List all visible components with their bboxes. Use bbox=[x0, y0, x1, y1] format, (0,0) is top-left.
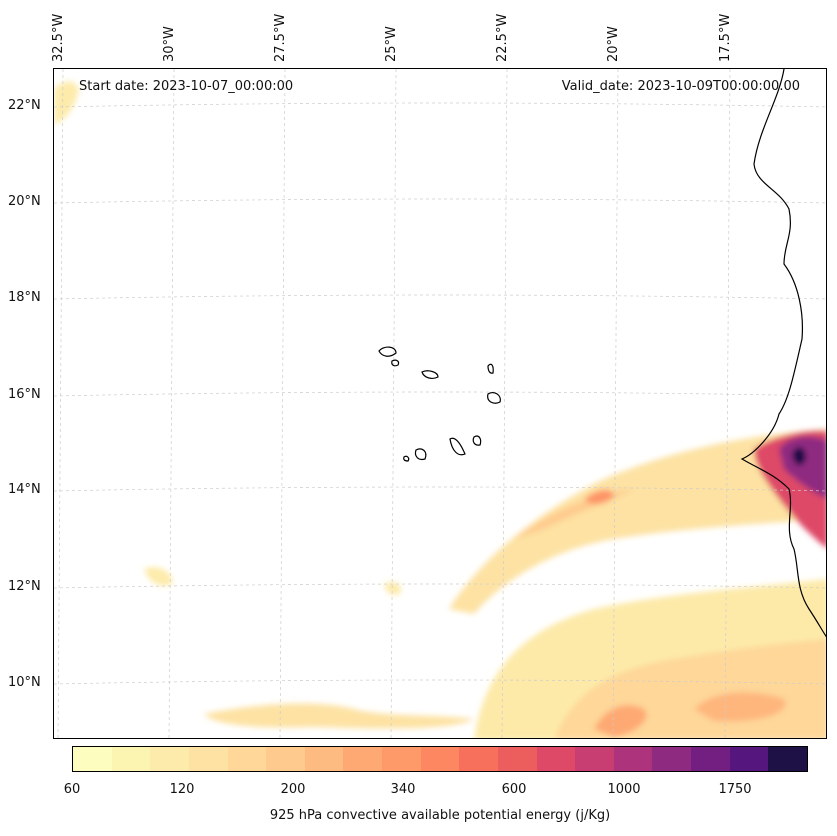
colorbar-segment bbox=[497, 747, 537, 771]
longitude-label: 25°W bbox=[384, 26, 399, 62]
start-date-label: Start date: 2023-10-07_00:00:00 bbox=[79, 79, 294, 94]
map-panel[interactable] bbox=[53, 68, 827, 739]
meridian-gridline bbox=[390, 69, 397, 738]
colorbar-title: 925 hPa convective available potential e… bbox=[269, 808, 611, 823]
meridian-gridline bbox=[612, 69, 619, 738]
cape-patch-w2 bbox=[144, 567, 173, 586]
colorbar-segment bbox=[150, 747, 189, 771]
cape-verde-islands-north bbox=[378, 346, 501, 404]
colorbar-segment bbox=[575, 747, 614, 771]
colorbar-tick-label: 1750 bbox=[718, 782, 752, 797]
cape-band-north bbox=[449, 429, 826, 614]
meridian-gridline bbox=[57, 69, 64, 738]
colorbar-segment bbox=[266, 747, 305, 771]
cape-coast-peak bbox=[792, 447, 806, 466]
gridlines bbox=[54, 69, 826, 738]
colorbar-segment bbox=[420, 747, 460, 771]
colorbar-tick-label: 60 bbox=[63, 782, 81, 797]
longitude-label: 30°W bbox=[162, 26, 177, 62]
latitude-label: 12°N bbox=[8, 579, 41, 594]
longitude-label: 22.5°W bbox=[495, 13, 510, 62]
longitude-label: 32.5°W bbox=[51, 13, 66, 62]
colorbar-tick-label: 600 bbox=[501, 782, 527, 797]
colorbar-segment bbox=[188, 747, 228, 771]
cape-field-south-core bbox=[594, 705, 647, 737]
colorbar-tick-label: 120 bbox=[169, 782, 195, 797]
colorbar-segment bbox=[73, 747, 112, 771]
meridian-gridline bbox=[168, 69, 175, 738]
colorbar-segment bbox=[227, 747, 267, 771]
cape-patch-w3 bbox=[384, 582, 401, 595]
colorbar-segment bbox=[691, 747, 730, 771]
cape-verde-islands-south bbox=[403, 435, 482, 462]
parallel-gridline bbox=[54, 198, 826, 204]
colorbar-segment bbox=[111, 747, 151, 771]
longitude-label: 17.5°W bbox=[718, 13, 733, 62]
cape-field-south-core2 bbox=[694, 692, 786, 722]
meridian-gridline bbox=[279, 69, 286, 738]
cape-band-orange bbox=[584, 489, 614, 505]
colorbar-segment bbox=[768, 747, 807, 771]
latitude-label: 18°N bbox=[8, 290, 41, 305]
longitude-label: 20°W bbox=[606, 26, 621, 62]
latitude-label: 14°N bbox=[8, 482, 41, 497]
parallel-gridline bbox=[54, 486, 826, 492]
parallel-gridline bbox=[54, 583, 826, 589]
colorbar-segment bbox=[304, 747, 344, 771]
cape-patch-west bbox=[204, 703, 474, 729]
coastline-layer bbox=[378, 69, 826, 638]
colorbar-tick-label: 1000 bbox=[607, 782, 641, 797]
latitude-label: 22°N bbox=[8, 98, 41, 113]
colorbar-segment bbox=[382, 747, 421, 771]
map-canvas bbox=[54, 69, 826, 738]
cape-patch-nw bbox=[54, 81, 79, 124]
africa-coastline bbox=[740, 69, 826, 638]
colorbar-segment bbox=[536, 747, 576, 771]
parallel-gridline bbox=[54, 294, 826, 300]
meridian-gridline bbox=[724, 69, 731, 738]
latitude-label: 20°N bbox=[8, 194, 41, 209]
colorbar-segment bbox=[652, 747, 691, 771]
colorbar-tick-label: 200 bbox=[280, 782, 306, 797]
cape-coast-max bbox=[779, 436, 826, 499]
latitude-label: 16°N bbox=[8, 387, 41, 402]
valid-date-label: Valid_date: 2023-10-09T00:00:00.00 bbox=[561, 79, 800, 94]
colorbar-tick-label: 340 bbox=[390, 782, 416, 797]
parallel-gridline bbox=[54, 102, 826, 108]
colorbar-segment bbox=[459, 747, 498, 771]
colorbar bbox=[72, 746, 808, 772]
colorbar-segment bbox=[343, 747, 382, 771]
colorbar-segment bbox=[729, 747, 769, 771]
longitude-label: 27.5°W bbox=[273, 13, 288, 62]
meridian-gridline bbox=[501, 69, 508, 738]
cape-field-layer bbox=[54, 81, 826, 738]
latitude-label: 10°N bbox=[8, 675, 41, 690]
parallel-gridline bbox=[54, 391, 826, 397]
parallel-gridline bbox=[54, 679, 826, 685]
colorbar-segment bbox=[613, 747, 653, 771]
